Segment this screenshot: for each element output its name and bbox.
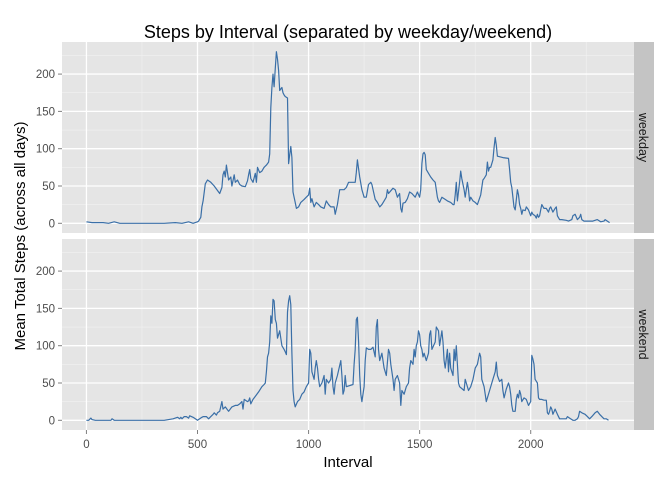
strip-label-weekend: weekend bbox=[636, 308, 650, 359]
y-tick-label: 50 bbox=[42, 181, 55, 193]
y-tick-label: 100 bbox=[36, 144, 55, 156]
y-tick-label: 150 bbox=[36, 303, 55, 315]
y-tick-label: 0 bbox=[49, 415, 55, 427]
x-tick-label: 1000 bbox=[296, 439, 322, 451]
y-tick-label: 100 bbox=[36, 341, 55, 353]
strip-label-weekday: weekday bbox=[636, 112, 650, 163]
panel-weekday: weekday 0 50 100 150 200 bbox=[36, 42, 654, 233]
panel-weekend: weekend 0 50 100 150 200 bbox=[36, 239, 654, 430]
grid-weekend bbox=[62, 239, 634, 430]
y-tick-label: 200 bbox=[36, 69, 55, 81]
x-tick-label: 500 bbox=[188, 439, 207, 451]
x-tick-label: 2000 bbox=[518, 439, 544, 451]
y-tick-label: 150 bbox=[36, 106, 55, 118]
chart-title: Steps by Interval (separated by weekday/… bbox=[144, 22, 552, 42]
x-tick-label: 0 bbox=[83, 439, 89, 451]
strip-background-weekend bbox=[634, 239, 654, 430]
y-tick-label: 0 bbox=[49, 218, 55, 230]
x-axis-title: Interval bbox=[323, 454, 372, 471]
series-line-weekday bbox=[86, 51, 610, 224]
y-tick-label: 200 bbox=[36, 266, 55, 278]
y-ticks-weekday: 0 50 100 150 200 bbox=[36, 69, 62, 230]
y-tick-label: 50 bbox=[42, 378, 55, 390]
x-tick-label: 1500 bbox=[407, 439, 433, 451]
series-line-weekend bbox=[86, 295, 609, 421]
x-axis-ticks: 0 500 1000 1500 2000 bbox=[83, 430, 544, 451]
grid-weekday bbox=[62, 42, 634, 233]
y-axis-title: Mean Total Steps (across all days) bbox=[12, 122, 29, 351]
y-ticks-weekend: 0 50 100 150 200 bbox=[36, 266, 62, 427]
strip-background-weekday bbox=[634, 42, 654, 233]
